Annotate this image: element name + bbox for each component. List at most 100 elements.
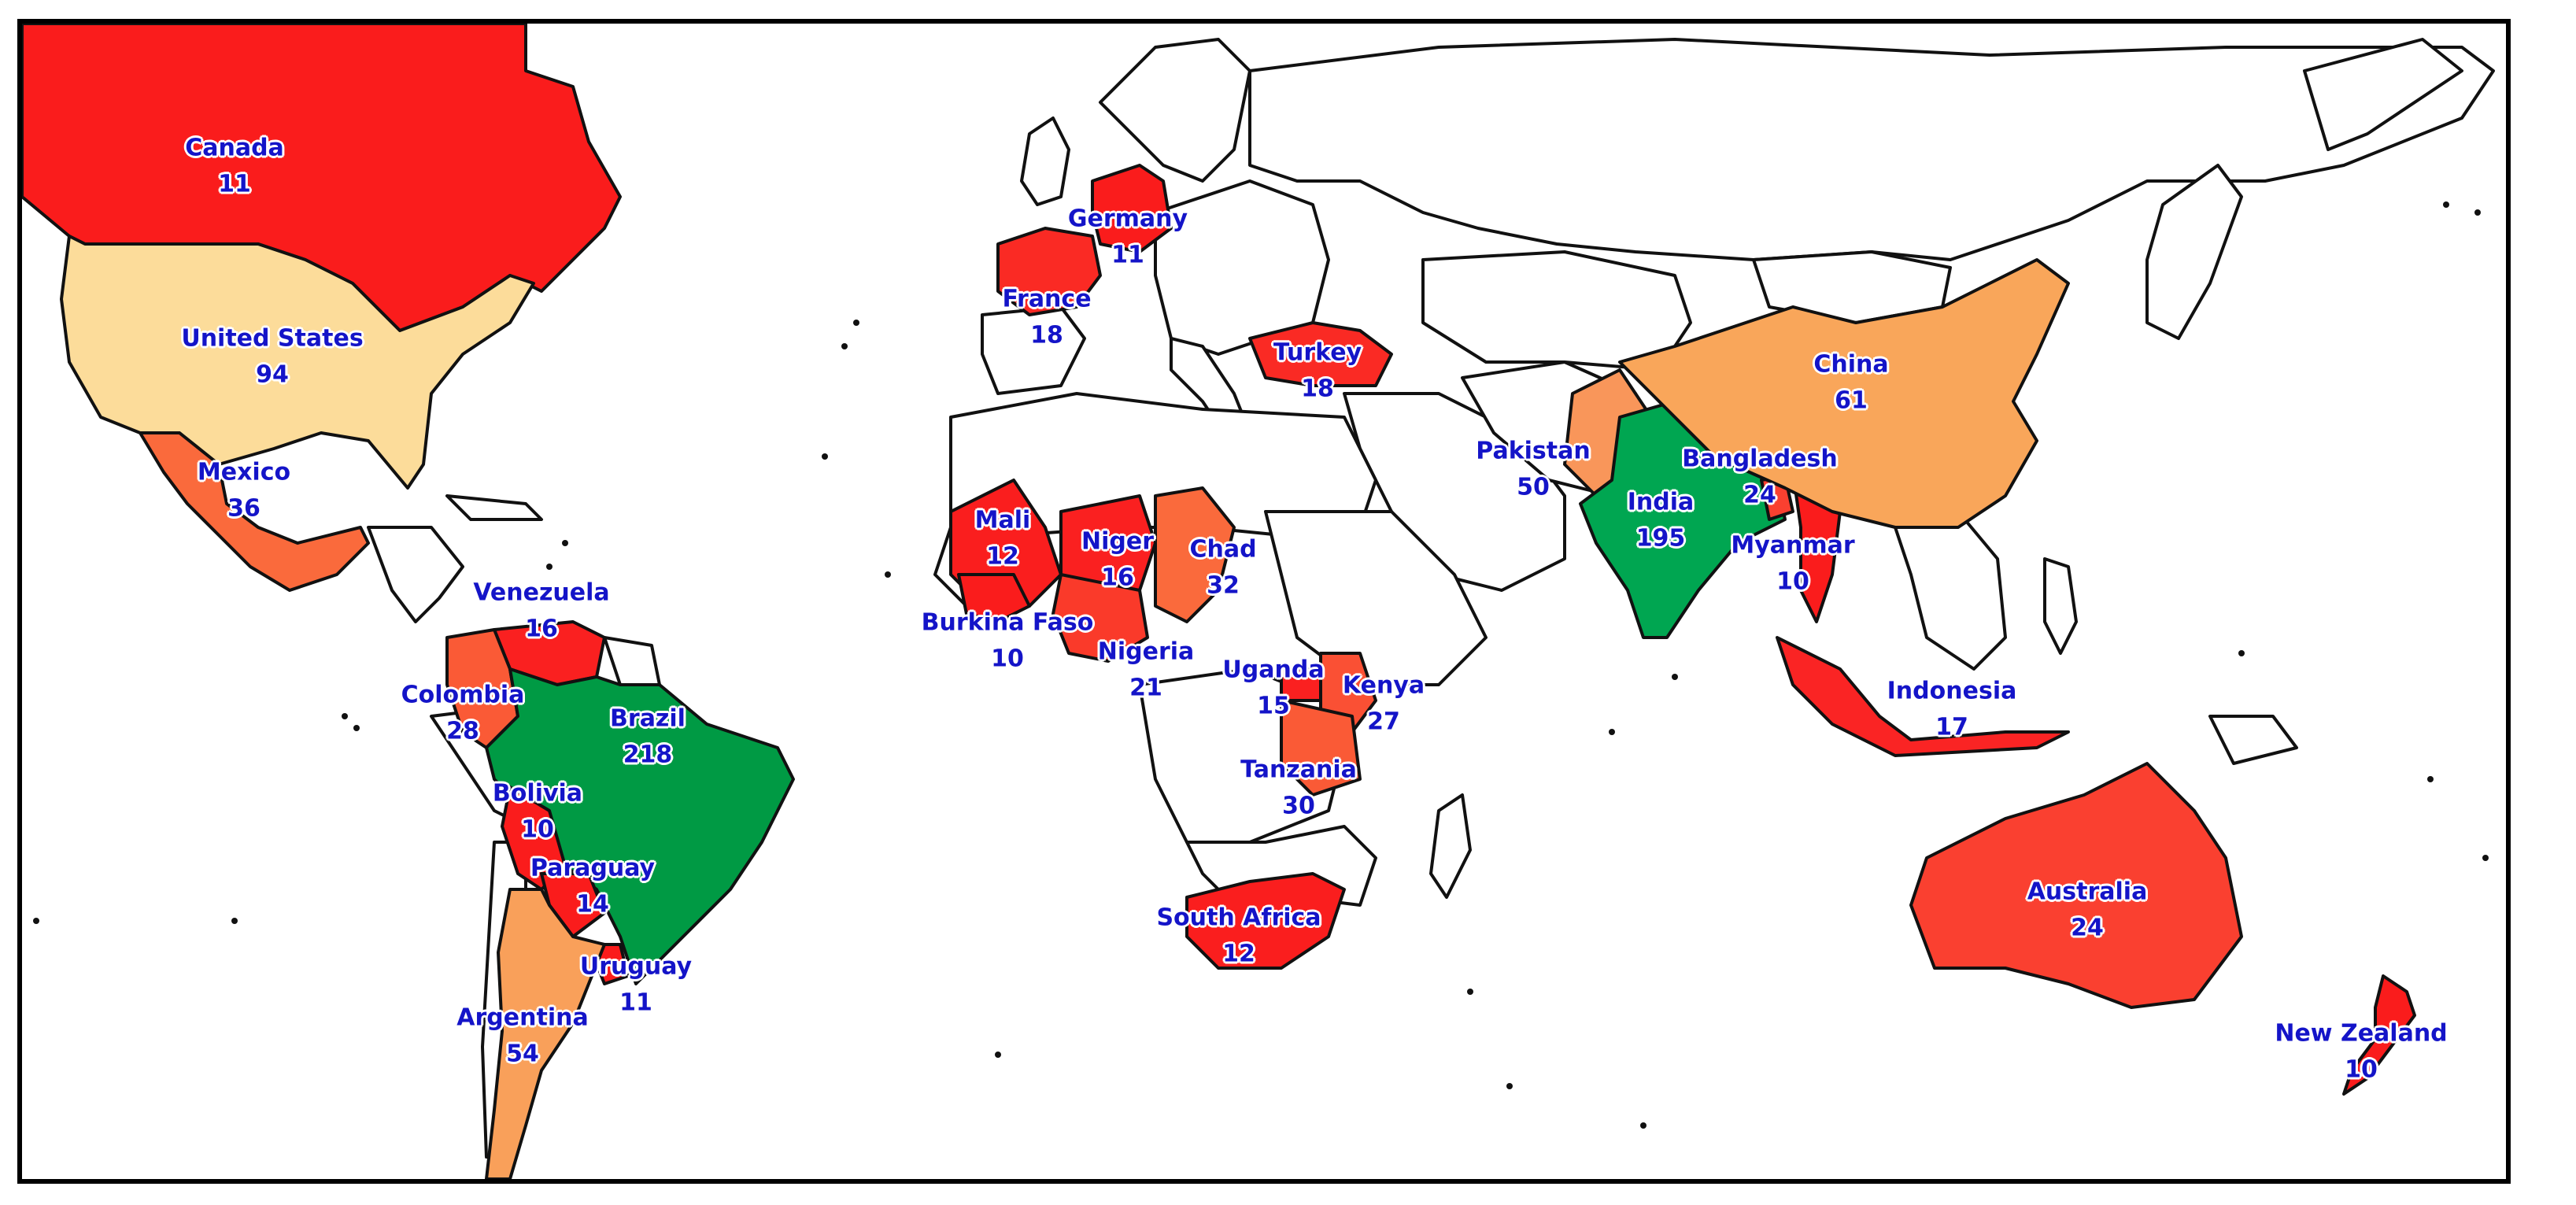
turkey-value: 18 bbox=[1301, 375, 1334, 403]
argentina-region bbox=[485, 888, 606, 1179]
island-dot bbox=[1640, 1122, 1646, 1129]
uk-shape bbox=[1020, 116, 1070, 206]
brazil-value: 218 bbox=[623, 741, 673, 769]
island-dot bbox=[562, 540, 568, 546]
myanmar-value: 10 bbox=[1776, 567, 1809, 596]
indonesia-label: Indonesia bbox=[1887, 677, 2017, 705]
bolivia-value: 10 bbox=[521, 815, 554, 844]
island-dot bbox=[2238, 650, 2245, 656]
france-region bbox=[996, 227, 1102, 316]
island-dot bbox=[1672, 674, 1678, 680]
uruguay-value: 11 bbox=[619, 989, 652, 1017]
turkey-region bbox=[1248, 321, 1393, 387]
venezuela-label: Venezuela bbox=[473, 578, 610, 607]
sudan-ethiopia-shape bbox=[1264, 510, 1488, 686]
paraguay-value: 14 bbox=[576, 890, 609, 919]
uruguay-label: Uruguay bbox=[579, 952, 693, 981]
island-dot bbox=[841, 343, 848, 349]
island-dot bbox=[231, 918, 238, 924]
uganda-value: 15 bbox=[1257, 692, 1290, 720]
china-value: 61 bbox=[1835, 386, 1868, 415]
burkina-faso-region bbox=[957, 573, 1031, 623]
island-dot bbox=[33, 918, 39, 924]
chad-label: Chad bbox=[1189, 535, 1257, 564]
island-dot bbox=[2474, 209, 2481, 216]
kenya-label: Kenya bbox=[1342, 671, 1425, 700]
india-label: India bbox=[1627, 488, 1695, 516]
island-dot bbox=[2443, 201, 2449, 208]
indochina-shape bbox=[1894, 510, 2007, 671]
cuba-shape bbox=[445, 494, 543, 521]
china-label: China bbox=[1813, 350, 1889, 379]
madagascar-shape bbox=[1429, 793, 1472, 899]
new-zealand-region bbox=[2342, 974, 2416, 1096]
philippines-shape bbox=[2043, 557, 2078, 655]
tanzania-value: 30 bbox=[1282, 792, 1315, 820]
russia-shape bbox=[1248, 38, 2495, 261]
kenya-value: 27 bbox=[1367, 708, 1400, 736]
kamchatka-shape bbox=[2303, 38, 2463, 151]
venezuela-value: 16 bbox=[525, 615, 558, 643]
indonesia-region bbox=[1776, 636, 2070, 757]
mexico-label: Mexico bbox=[197, 458, 291, 486]
nigeria-value: 21 bbox=[1129, 674, 1162, 702]
island-dot bbox=[1467, 989, 1473, 995]
france-value: 18 bbox=[1030, 321, 1063, 349]
myanmar-label: Myanmar bbox=[1731, 531, 1855, 560]
island-dot bbox=[546, 564, 553, 570]
new-zealand-value: 10 bbox=[2345, 1055, 2378, 1084]
canada-value: 11 bbox=[218, 170, 251, 198]
india-value: 195 bbox=[1635, 524, 1686, 553]
germany-label: Germany bbox=[1067, 205, 1188, 233]
germany-value: 11 bbox=[1111, 241, 1144, 269]
united-states-value: 94 bbox=[256, 360, 289, 389]
island-dot bbox=[853, 320, 859, 326]
france-label: France bbox=[1002, 285, 1092, 313]
brazil-label: Brazil bbox=[610, 704, 686, 733]
united-states-label: United States bbox=[181, 324, 364, 353]
canada-label: Canada bbox=[185, 134, 284, 162]
germany-region bbox=[1091, 164, 1173, 253]
paraguay-label: Paraguay bbox=[530, 854, 656, 882]
australia-region bbox=[1909, 762, 2243, 1009]
tanzania-label: Tanzania bbox=[1240, 756, 1357, 784]
tanzania-region bbox=[1280, 699, 1362, 797]
burkina-faso-value: 10 bbox=[991, 645, 1024, 673]
niger-value: 16 bbox=[1101, 564, 1134, 592]
island-dot bbox=[1609, 729, 1615, 735]
australia-value: 24 bbox=[2071, 914, 2104, 942]
south-africa-label: South Africa bbox=[1156, 904, 1321, 932]
bangladesh-value: 24 bbox=[1743, 481, 1776, 509]
pakistan-label: Pakistan bbox=[1476, 437, 1591, 465]
indonesia-value: 17 bbox=[1935, 713, 1968, 741]
scandinavia-shape bbox=[1099, 38, 1251, 183]
colombia-value: 28 bbox=[446, 717, 479, 745]
island-dot bbox=[885, 571, 891, 578]
island-dot bbox=[353, 725, 360, 731]
new-zealand-label: New Zealand bbox=[2275, 1019, 2448, 1048]
bolivia-label: Bolivia bbox=[492, 779, 583, 808]
island-dot bbox=[342, 713, 348, 719]
iberia-shape bbox=[981, 305, 1086, 395]
mexico-region bbox=[139, 431, 370, 592]
island-dot bbox=[995, 1052, 1001, 1058]
colombia-label: Colombia bbox=[401, 681, 525, 709]
australia-label: Australia bbox=[2027, 878, 2148, 906]
island-dot bbox=[822, 453, 828, 460]
niger-label: Niger bbox=[1081, 527, 1155, 556]
south-africa-value: 12 bbox=[1222, 940, 1255, 968]
nigeria-label: Nigeria bbox=[1097, 638, 1195, 666]
burkina-faso-label: Burkina Faso bbox=[921, 608, 1094, 637]
chad-region bbox=[1154, 486, 1236, 623]
mali-label: Mali bbox=[974, 506, 1031, 534]
central-america-shape bbox=[367, 526, 464, 623]
argentina-label: Argentina bbox=[456, 1004, 589, 1032]
bangladesh-label: Bangladesh bbox=[1682, 445, 1838, 473]
pakistan-value: 50 bbox=[1517, 473, 1550, 501]
nigeria-region bbox=[1051, 573, 1149, 663]
island-dot bbox=[2482, 855, 2489, 861]
china-region bbox=[1618, 258, 2070, 529]
chad-value: 32 bbox=[1207, 571, 1240, 600]
island-dot bbox=[2427, 776, 2434, 782]
mexico-value: 36 bbox=[227, 494, 261, 523]
